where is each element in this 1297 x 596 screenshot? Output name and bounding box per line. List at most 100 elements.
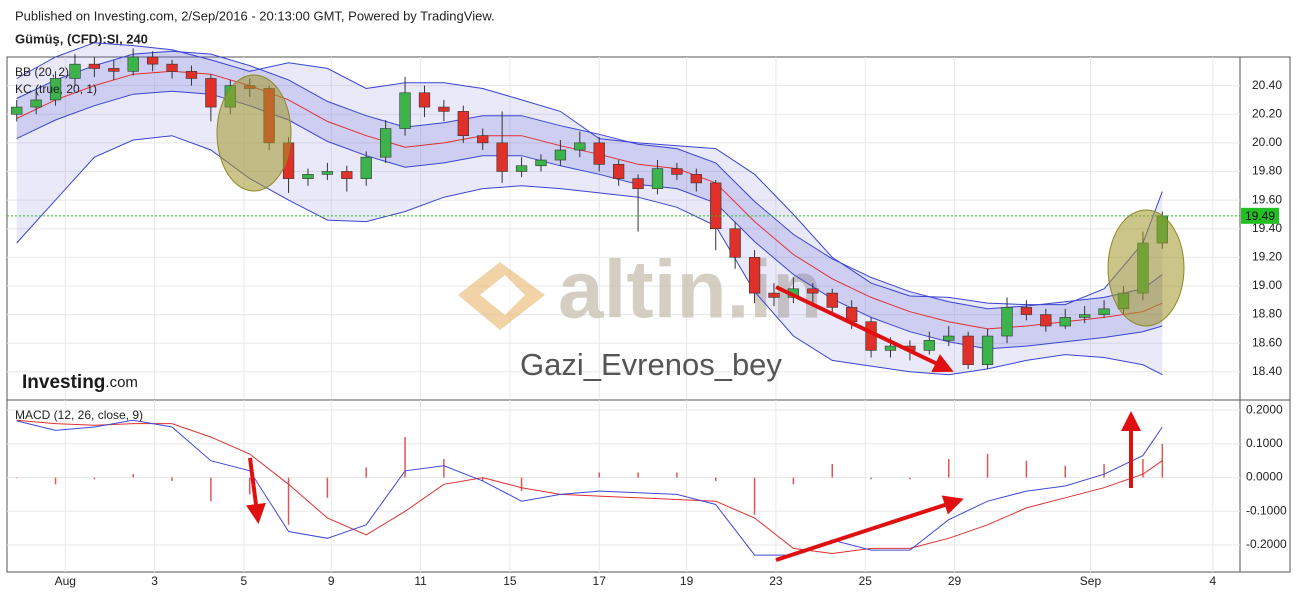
candle-body	[302, 174, 314, 179]
candle-body	[477, 135, 489, 144]
candle-body	[69, 63, 81, 79]
candle-body	[690, 174, 702, 184]
candle-body	[943, 335, 955, 341]
y-tick-label: 19.60	[1252, 192, 1282, 206]
y-tick-label: 18.60	[1252, 335, 1282, 349]
candle-body	[807, 288, 819, 294]
candle-body	[535, 159, 547, 167]
candle-body	[981, 335, 994, 365]
candle-body	[457, 111, 469, 137]
signal-line	[16, 419, 1163, 555]
published-note: Published on Investing.com, 2/Sep/2016 -…	[15, 8, 495, 23]
x-tick-label: 5	[241, 574, 248, 588]
brand-suffix: .com	[105, 374, 138, 391]
candle-body	[1040, 314, 1052, 327]
x-tick-label: 25	[859, 574, 873, 588]
labels: BB (20, 2) KC (true, 20, 1) MACD (12, 26…	[15, 65, 1287, 588]
candle-body	[923, 340, 935, 351]
highlight-ellipse	[216, 74, 292, 192]
candle-body	[360, 156, 372, 179]
trend-arrow	[775, 495, 964, 562]
y-tick-label: 20.40	[1252, 78, 1282, 92]
x-tick-label: 3	[151, 574, 158, 588]
brand-name: Investing	[22, 372, 105, 393]
x-tick-label: 15	[503, 574, 517, 588]
candle-body	[710, 182, 722, 230]
y-tick-label: 0.1000	[1246, 436, 1283, 450]
candle-body	[496, 142, 508, 172]
site-logo	[458, 262, 545, 330]
grid	[7, 57, 1240, 572]
x-tick-label: Aug	[55, 574, 76, 588]
symbol-title: Gümüş, (CFD):SI, 240	[15, 31, 148, 46]
y-tick-label: 20.20	[1252, 106, 1282, 120]
candles	[7, 48, 1240, 369]
candle-body	[1001, 307, 1013, 337]
candle-body	[166, 63, 178, 72]
y-tick-label: 20.00	[1252, 135, 1282, 149]
candle-body	[1079, 314, 1091, 318]
x-tick-label: 19	[680, 574, 694, 588]
macd-plot	[15, 419, 1164, 556]
candle-body	[1020, 307, 1033, 315]
brand-logo: Investing.com	[22, 372, 138, 393]
candle-body	[205, 78, 217, 108]
x-tick-label: 4	[1209, 574, 1216, 588]
candle-body	[593, 142, 605, 165]
candle-body	[671, 168, 683, 175]
legend-entry: BB (20, 2)	[15, 65, 69, 79]
y-tick-label: 19.00	[1252, 278, 1282, 292]
legend-entry: KC (true, 20, 1)	[15, 82, 97, 96]
kc-upper	[16, 50, 1163, 310]
candle-body	[146, 56, 159, 65]
y-tick-label: 19.80	[1252, 164, 1282, 178]
candle-body	[49, 78, 62, 101]
candle-body	[399, 92, 411, 129]
candle-body	[30, 99, 42, 108]
candle-body	[88, 63, 101, 69]
y-tick-label: 18.80	[1252, 307, 1282, 321]
candle-body	[341, 171, 353, 179]
y-tick-label: 0.0000	[1246, 470, 1283, 484]
kc-fill	[16, 51, 1163, 349]
y-tick-label: -0.2000	[1246, 537, 1287, 551]
candle-body	[321, 171, 334, 175]
y-tick-label: 18.40	[1252, 364, 1282, 378]
x-tick-label: 17	[593, 574, 607, 588]
trend-arrow	[246, 457, 266, 524]
x-tick-label: 9	[328, 574, 335, 588]
candle-body	[748, 257, 761, 294]
candle-body	[574, 142, 586, 151]
candle-body	[884, 345, 897, 351]
candle-body	[962, 335, 974, 365]
candle-body	[651, 168, 664, 189]
y-tick-label: -0.1000	[1246, 503, 1287, 517]
bb-fill	[16, 42, 1163, 375]
logo-inner	[480, 275, 525, 315]
x-tick-label: 23	[769, 574, 783, 588]
y-tick-label: 0.2000	[1246, 402, 1283, 416]
candle-body	[768, 292, 780, 298]
macd-title: MACD (12, 26, close, 9)	[15, 408, 143, 422]
highlight-ellipse	[1107, 209, 1185, 327]
y-tick-label: 19.20	[1252, 250, 1282, 264]
candle-body	[632, 178, 644, 189]
candle-body	[1098, 308, 1110, 315]
x-tick-label: 11	[414, 574, 427, 588]
last-price-badge	[1241, 207, 1279, 224]
candle-body	[379, 128, 392, 158]
candle-body	[108, 68, 120, 72]
candle-body	[127, 56, 139, 72]
candle-body	[826, 292, 838, 308]
trend-arrow	[775, 285, 954, 373]
candle-body	[1059, 317, 1071, 327]
candle-body	[729, 228, 741, 258]
candle-body	[185, 71, 198, 79]
y-tick-label: 19.40	[1252, 221, 1282, 235]
candle-body	[554, 149, 567, 161]
author-watermark: Gazi_Evrenos_bey	[520, 347, 782, 382]
macd-line	[16, 419, 1163, 556]
candle-body	[438, 106, 450, 112]
